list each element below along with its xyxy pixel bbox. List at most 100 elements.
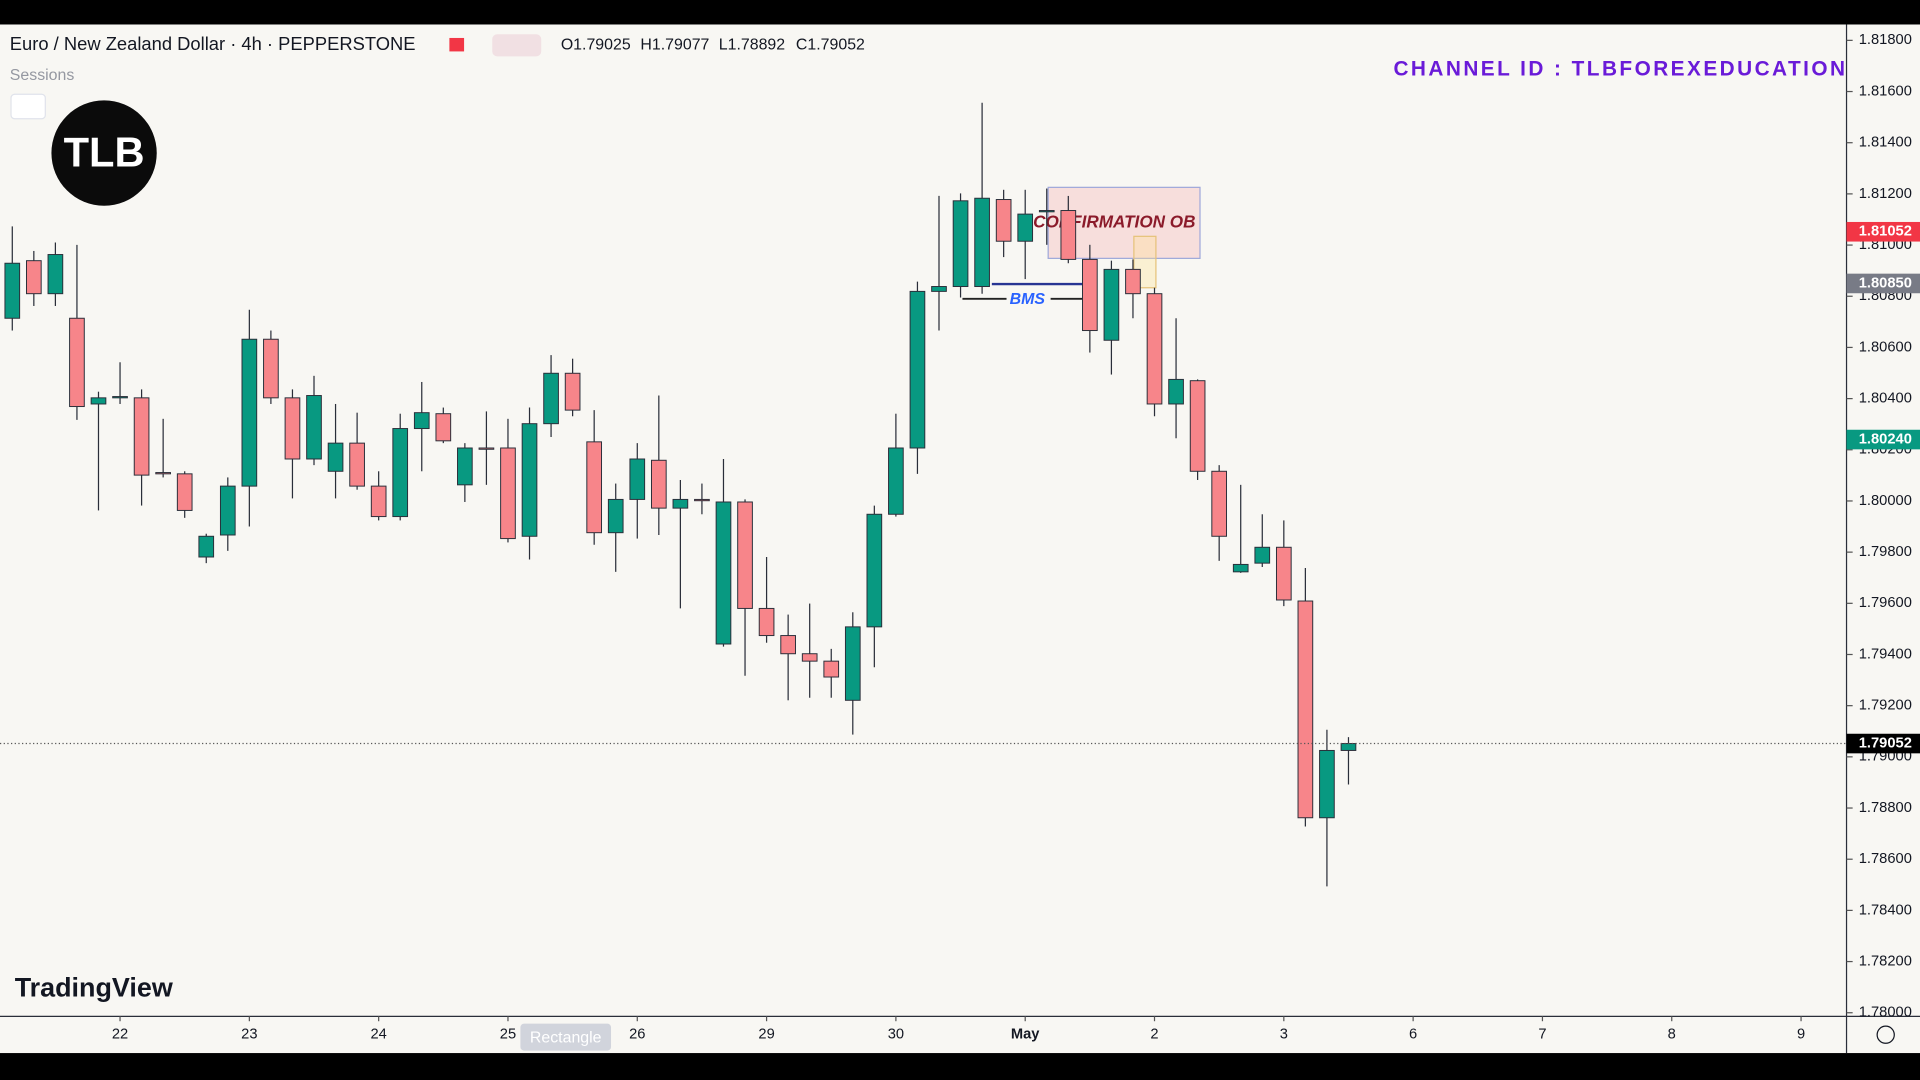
y-tick-label: 1.78800 bbox=[1859, 800, 1912, 816]
x-tick-label: 23 bbox=[241, 1027, 257, 1043]
candle-body bbox=[607, 498, 624, 534]
x-tick-label: 7 bbox=[1538, 1027, 1546, 1043]
x-tick-label: 8 bbox=[1668, 1027, 1676, 1043]
candle-body bbox=[392, 428, 409, 518]
candle-body bbox=[1103, 268, 1120, 341]
candle-body bbox=[1232, 563, 1249, 573]
candle-body bbox=[737, 501, 753, 609]
candle-body bbox=[284, 397, 301, 460]
candle-body bbox=[25, 260, 42, 295]
y-tick-label: 1.80000 bbox=[1859, 493, 1912, 509]
price-label: 1.80850 bbox=[1859, 275, 1912, 291]
candle-body bbox=[974, 197, 990, 288]
x-tick-label: 2 bbox=[1150, 1027, 1158, 1043]
candle-body bbox=[198, 535, 215, 558]
price-label-bg bbox=[1846, 221, 1920, 242]
brand[interactable]: TradingView bbox=[15, 972, 173, 1002]
x-tick-label: May bbox=[1011, 1027, 1040, 1043]
candle-body bbox=[306, 395, 322, 460]
candle-body bbox=[500, 447, 516, 540]
candle-body bbox=[457, 447, 473, 486]
candle-body bbox=[521, 423, 538, 537]
price-label: 1.79052 bbox=[1859, 735, 1912, 751]
sessions-label[interactable]: Sessions bbox=[10, 67, 75, 84]
candle-body bbox=[241, 338, 258, 487]
candle-body bbox=[1297, 600, 1314, 819]
x-tick-label: 30 bbox=[888, 1027, 904, 1043]
candle-body bbox=[1254, 546, 1271, 564]
candle-body bbox=[952, 200, 969, 288]
candles bbox=[0, 102, 1847, 887]
tooltip-bg bbox=[520, 1023, 612, 1051]
x-tick-label: 6 bbox=[1409, 1027, 1417, 1043]
candle-body bbox=[801, 653, 818, 662]
candle-body bbox=[1189, 380, 1206, 472]
candle-body bbox=[176, 473, 193, 511]
candle-body bbox=[47, 254, 64, 295]
logo bbox=[51, 100, 157, 206]
candle-body bbox=[133, 397, 150, 476]
y-tick-label: 1.78200 bbox=[1859, 953, 1912, 969]
ohlc-open: O1.79025 bbox=[561, 37, 631, 54]
y-tick-label: 1.81600 bbox=[1859, 83, 1912, 99]
price-label: 1.81052 bbox=[1859, 224, 1912, 240]
candle-body bbox=[823, 660, 840, 678]
candle-body bbox=[715, 501, 732, 645]
price-label-bg bbox=[1846, 429, 1920, 450]
candle-body bbox=[866, 513, 883, 628]
candle-body bbox=[1146, 293, 1163, 405]
x-tick-label: 9 bbox=[1797, 1027, 1805, 1043]
y-tick-label: 1.79600 bbox=[1859, 595, 1912, 611]
candle-body bbox=[672, 498, 689, 509]
candle-body bbox=[349, 442, 365, 487]
bms-label: BMS bbox=[1010, 291, 1046, 308]
candle-body bbox=[155, 472, 171, 475]
candle-body bbox=[844, 626, 861, 701]
y-tick-label: 1.80600 bbox=[1859, 339, 1912, 355]
candle-body bbox=[263, 338, 279, 399]
candle-body bbox=[995, 199, 1012, 242]
candle-body bbox=[90, 397, 107, 405]
collapse-button[interactable] bbox=[10, 93, 46, 120]
price-label-bg bbox=[1846, 733, 1920, 754]
symbol-title[interactable]: Euro / New Zealand Dollar · 4h · PEPPERS… bbox=[10, 33, 416, 54]
candle-body bbox=[650, 459, 667, 509]
candle-body bbox=[931, 286, 947, 292]
candle-body bbox=[1168, 378, 1184, 405]
background bbox=[0, 24, 1920, 1054]
logo-text: TLB bbox=[64, 129, 145, 176]
flag-icon[interactable] bbox=[449, 37, 465, 52]
candle-body bbox=[4, 262, 21, 319]
candle-body bbox=[629, 458, 646, 500]
y-tick-label: 1.81400 bbox=[1859, 135, 1912, 151]
x-tick-label: 24 bbox=[370, 1027, 386, 1043]
y-tick-label: 1.79800 bbox=[1859, 544, 1912, 560]
ohlc-close: C1.79052 bbox=[796, 37, 865, 54]
candle-body bbox=[219, 485, 236, 536]
x-tick-label: 25 bbox=[500, 1027, 516, 1043]
x-tick-label: 22 bbox=[112, 1027, 128, 1043]
candle-body bbox=[413, 412, 430, 430]
candle-body bbox=[1211, 470, 1228, 537]
candle-body bbox=[780, 635, 796, 655]
indicator-icon[interactable] bbox=[492, 34, 542, 57]
candle-body bbox=[586, 441, 603, 534]
price-label: 1.80240 bbox=[1859, 431, 1912, 447]
candle-body bbox=[370, 485, 387, 518]
price-label-bg bbox=[1846, 273, 1920, 294]
candle-body bbox=[758, 607, 775, 637]
candle-body bbox=[1060, 210, 1077, 260]
tooltip: Rectangle bbox=[530, 1030, 602, 1047]
y-tick-label: 1.78000 bbox=[1859, 1005, 1912, 1021]
candle-body bbox=[1038, 210, 1055, 213]
y-tick-label: 1.80400 bbox=[1859, 390, 1912, 406]
candle-body bbox=[694, 498, 710, 502]
candle-body bbox=[1082, 258, 1098, 332]
candle-body bbox=[888, 447, 904, 515]
y-tick-label: 1.79200 bbox=[1859, 698, 1912, 714]
settings-icon[interactable] bbox=[1876, 1025, 1895, 1044]
candle-body bbox=[327, 442, 344, 472]
y-tick-label: 1.81800 bbox=[1859, 32, 1912, 48]
